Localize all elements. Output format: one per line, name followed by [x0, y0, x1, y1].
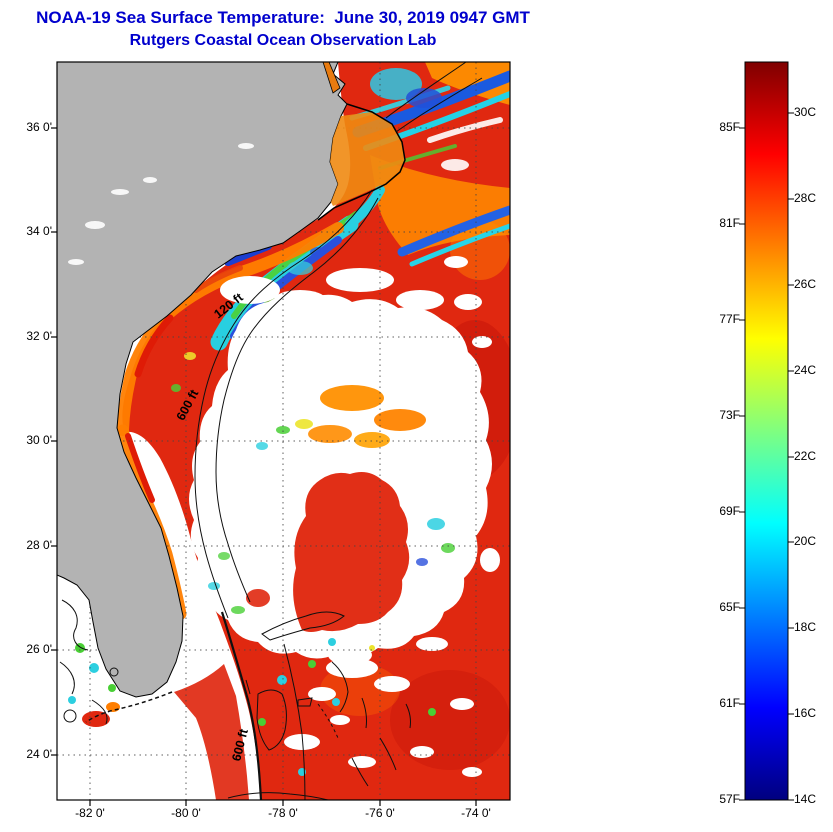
cb-label-16c: 16C — [794, 706, 817, 720]
x-tick-76: -76 0' — [365, 806, 395, 820]
cb-label-30c: 30C — [794, 105, 817, 119]
pamlico-sound — [330, 112, 405, 206]
warm-keys-strip — [174, 664, 249, 800]
keys-warm-patch — [82, 711, 110, 727]
cb-label-26c: 26C — [794, 277, 817, 291]
y-tick-30: 30 0' — [26, 433, 52, 447]
y-tick-24: 24 0' — [26, 747, 52, 761]
warm-tongue — [293, 472, 410, 632]
y-tick-36: 36 0' — [26, 120, 52, 134]
figure-title: NOAA-19 Sea Surface Temperature: June 30… — [36, 8, 530, 27]
cb-label-22c: 22C — [794, 449, 817, 463]
depth-contours — [59, 62, 483, 800]
cb-label-65f: 65F — [719, 600, 740, 614]
cb-label-77f: 77F — [719, 312, 740, 326]
colorbar — [744, 61, 789, 801]
x-tick-78: -78 0' — [268, 806, 298, 820]
x-tick-80: -80 0' — [171, 806, 201, 820]
x-tick-82: -82 0' — [75, 806, 105, 820]
y-tick-34: 34 0' — [26, 224, 52, 238]
y-tick-26: 26 0' — [26, 642, 52, 656]
cb-label-73f: 73F — [719, 408, 740, 422]
cb-label-20c: 20C — [794, 534, 817, 548]
axis-ticks — [51, 127, 477, 806]
x-tick-74: -74 0' — [461, 806, 491, 820]
scattered-clouds — [284, 256, 500, 777]
cb-label-81f: 81F — [719, 216, 740, 230]
cb-label-61f: 61F — [719, 696, 740, 710]
cb-label-24c: 24C — [794, 363, 817, 377]
cb-label-18c: 18C — [794, 620, 817, 634]
cb-label-14c: 14C — [794, 792, 817, 806]
cb-label-85f: 85F — [719, 120, 740, 134]
figure-subtitle: Rutgers Coastal Ocean Observation Lab — [129, 32, 437, 49]
cb-label-28c: 28C — [794, 191, 817, 205]
cb-label-57f: 57F — [719, 792, 740, 806]
outer-banks-coastline — [317, 103, 406, 221]
map-art: 120 ft 600 ft 600 ft — [57, 62, 510, 800]
y-tick-32: 32 0' — [26, 329, 52, 343]
bahamas-coastlines — [245, 611, 411, 787]
colorbar-ticks — [739, 112, 794, 801]
cb-label-69f: 69F — [719, 504, 740, 518]
clouds-over-land — [68, 143, 254, 265]
y-tick-28: 28 0' — [26, 538, 52, 552]
chesapeake-mouth — [322, 62, 341, 94]
